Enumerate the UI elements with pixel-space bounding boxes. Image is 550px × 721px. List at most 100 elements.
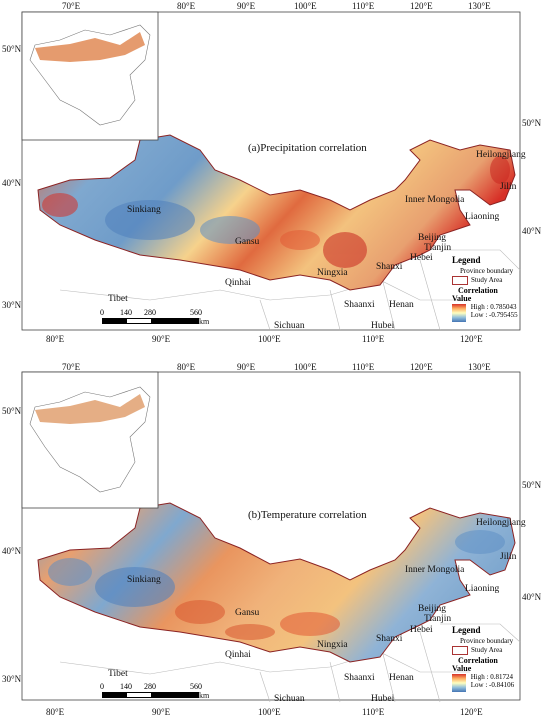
- lon-label: 120°E: [410, 362, 433, 372]
- lat-label: 40°N: [2, 178, 22, 188]
- legend-a: Legend Province boundary Study Area Corr…: [452, 255, 518, 323]
- color-ramp: [452, 304, 466, 323]
- scale-labels: 0 140 280 560: [100, 308, 210, 318]
- panel-title: (a)Precipitation correlation: [248, 142, 367, 154]
- province-label: Shaanxi: [344, 673, 375, 683]
- inset-study-area-a: [35, 32, 145, 62]
- legend-boundary-label: Province boundary: [460, 266, 514, 275]
- scale-segments: [102, 692, 199, 698]
- province-label: Jilin: [500, 552, 517, 562]
- color-ramp: [452, 674, 466, 693]
- scale-bar-a: 0 140 280 560 km: [100, 308, 210, 326]
- legend-study-area-label: Study Area: [471, 645, 503, 654]
- lon-label: 100°E: [258, 334, 281, 344]
- texture-a: [42, 156, 510, 268]
- lat-label: 50°N: [522, 118, 542, 128]
- province-label: Henan: [389, 300, 414, 310]
- province-label: Tibet: [108, 669, 128, 679]
- inset-lat-label: 50°N: [2, 44, 22, 54]
- scale-unit: km: [199, 691, 210, 700]
- legend-title: Legend: [452, 255, 481, 265]
- lon-label: 90°E: [237, 1, 256, 11]
- province-label: Hebei: [410, 253, 433, 263]
- lon-label: 120°E: [410, 1, 433, 11]
- legend-ramp: High : 0.785043 Low : -0.795455: [452, 303, 518, 323]
- province-label: Hubei: [371, 694, 395, 704]
- panel-precipitation: 70°E 80°E 90°E 100°E 110°E 120°E 130°E 5…: [0, 0, 550, 350]
- legend-correlation: Correlation: [458, 655, 498, 665]
- lon-label: 110°E: [352, 1, 375, 11]
- lat-label: 30°N: [2, 300, 22, 310]
- legend-high: High : 0.785043: [470, 303, 517, 312]
- legend-low: Low : -0.795455: [470, 310, 518, 319]
- lat-label: 40°N: [2, 546, 22, 556]
- lon-label: 80°E: [177, 1, 196, 11]
- province-label: Gansu: [235, 608, 260, 618]
- province-label: Ningxia: [317, 268, 348, 278]
- legend-title: Legend: [452, 625, 481, 635]
- province-label: Henan: [389, 673, 414, 683]
- province-label: Sichuan: [274, 694, 305, 704]
- legend-low: Low : -0.84106: [470, 680, 515, 689]
- scale-segments: [102, 318, 199, 324]
- province-label: Tianjin: [424, 614, 452, 624]
- lon-label: 100°E: [294, 1, 317, 11]
- study-area-swatch: [452, 275, 468, 285]
- lon-label: 110°E: [362, 334, 385, 344]
- lon-label: 90°E: [152, 334, 171, 344]
- lon-label: 80°E: [46, 334, 65, 344]
- lon-label: 110°E: [352, 362, 375, 372]
- province-label: Ningxia: [317, 640, 348, 650]
- lon-label: 100°E: [294, 362, 317, 372]
- province-label: Shanxi: [376, 634, 403, 644]
- panel-temperature: 70°E 80°E 90°E 100°E 110°E 120°E 130°E 5…: [0, 362, 550, 721]
- legend-high: High : 0.81724: [470, 673, 513, 682]
- legend-boundary: Province boundary: [452, 637, 514, 646]
- scale-tick: 0: [100, 682, 104, 691]
- province-label: Jilin: [500, 182, 517, 192]
- province-label: Liaoning: [465, 584, 500, 594]
- lon-label: 70°E: [62, 1, 81, 11]
- province-label: Qinhai: [225, 650, 251, 660]
- scale-tick: 140: [120, 308, 132, 317]
- scale-tick: 560: [190, 682, 202, 691]
- legend-b: Legend Province boundary Study Area Corr…: [452, 625, 515, 693]
- province-label: Qinhai: [225, 278, 251, 288]
- map-canvas-a: [21, 11, 521, 331]
- lon-label: 90°E: [152, 707, 171, 717]
- province-label: Heilongjiang: [476, 150, 526, 160]
- province-label: Sinkiang: [127, 205, 161, 215]
- study-area-a: [37, 134, 516, 291]
- inset-frame-b: [21, 371, 159, 509]
- map-canvas-b: [21, 371, 521, 703]
- province-label: Sinkiang: [127, 575, 161, 585]
- lat-label: 40°N: [522, 226, 542, 236]
- province-label: Liaoning: [465, 212, 500, 222]
- province-label: Beijing: [418, 233, 446, 243]
- province-label: Hubei: [371, 321, 395, 331]
- scale-tick: 280: [144, 308, 156, 317]
- scale-tick: 0: [100, 308, 104, 317]
- legend-ramp: High : 0.81724 Low : -0.84106: [452, 673, 515, 693]
- province-label: Inner Mongolia: [405, 565, 465, 575]
- scale-unit: km: [199, 317, 210, 326]
- scale-tick: 560: [190, 308, 202, 317]
- legend-study-area: Study Area: [452, 645, 514, 655]
- scale-tick: 140: [120, 682, 132, 691]
- lon-label: 100°E: [258, 707, 281, 717]
- lon-label: 110°E: [362, 707, 385, 717]
- province-label: Tibet: [108, 294, 128, 304]
- inset-frame-a: [21, 11, 159, 141]
- panel-title: (b)Temperature correlation: [248, 509, 367, 521]
- province-label: Shaanxi: [344, 300, 375, 310]
- province-label: Tianjin: [424, 243, 452, 253]
- province-label: Beijing: [418, 604, 446, 614]
- inset-lat-label: 50°N: [2, 406, 22, 416]
- lon-label: 130°E: [468, 1, 491, 11]
- lon-label: 70°E: [62, 362, 81, 372]
- lat-label: 30°N: [2, 674, 22, 684]
- province-label: Sichuan: [274, 321, 305, 331]
- lon-label: 80°E: [46, 707, 65, 717]
- inset-china-outline-a: [29, 24, 151, 126]
- legend-value: Value: [452, 664, 472, 674]
